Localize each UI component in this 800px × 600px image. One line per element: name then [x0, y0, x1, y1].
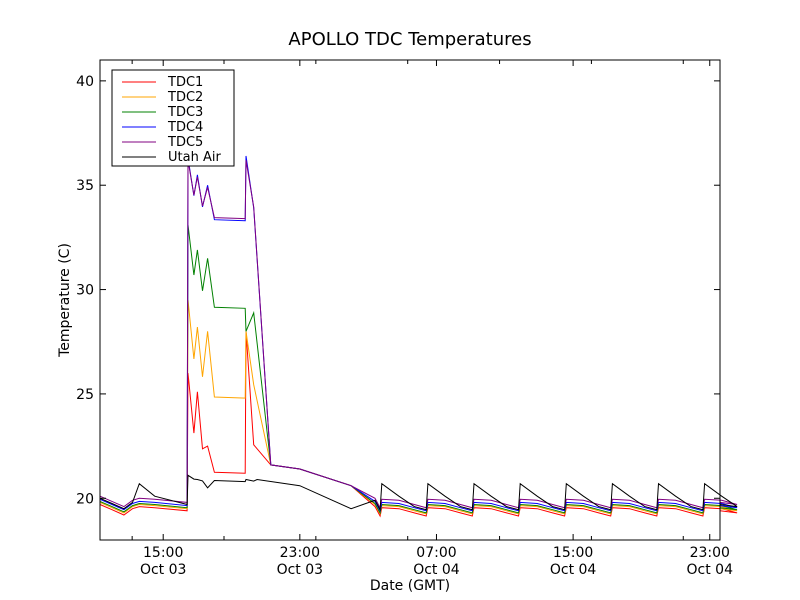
y-tick-label: 20 [76, 491, 94, 507]
series-line-tdc1 [99, 331, 738, 518]
x-tick-label: 07:00 [416, 545, 456, 561]
series-line-utah-air [99, 474, 738, 512]
y-axis: 20 25 30 35 40 [76, 74, 720, 507]
plot-frame [99, 59, 721, 541]
legend-label: TDC1 [167, 75, 203, 90]
legend-label: TDC5 [167, 135, 203, 150]
y-axis-label: Temperature (C) [57, 243, 73, 358]
x-tick-date: Oct 04 [687, 562, 734, 578]
x-tick-date: Oct 03 [140, 562, 186, 578]
y-tick-label: 30 [76, 283, 94, 299]
legend-label: Utah Air [168, 150, 221, 165]
y-tick-label: 40 [76, 74, 94, 90]
x-tick-label: 23:00 [690, 545, 730, 561]
x-tick-label: 23:00 [280, 545, 320, 561]
x-tick-date: Oct 03 [277, 562, 323, 578]
legend-label: TDC3 [167, 105, 203, 120]
x-tick-label: 15:00 [143, 545, 183, 561]
x-tick-date: Oct 04 [413, 562, 460, 578]
x-tick-label: 15:00 [553, 545, 593, 561]
series-line-tdc5 [99, 160, 738, 510]
legend-label: TDC4 [167, 120, 203, 135]
chart-title: APOLLO TDC Temperatures [288, 29, 531, 50]
y-tick-label: 35 [76, 178, 94, 194]
legend-label: TDC2 [167, 90, 203, 105]
series-line-tdc4 [99, 155, 738, 513]
x-axis-label: Date (GMT) [370, 578, 450, 594]
x-tick-date: Oct 04 [550, 562, 597, 578]
legend-box [111, 69, 235, 167]
y-tick-label: 25 [76, 387, 94, 403]
plot-content [99, 155, 738, 518]
series-line-tdc2 [99, 299, 738, 516]
series-line-tdc3 [99, 224, 738, 515]
